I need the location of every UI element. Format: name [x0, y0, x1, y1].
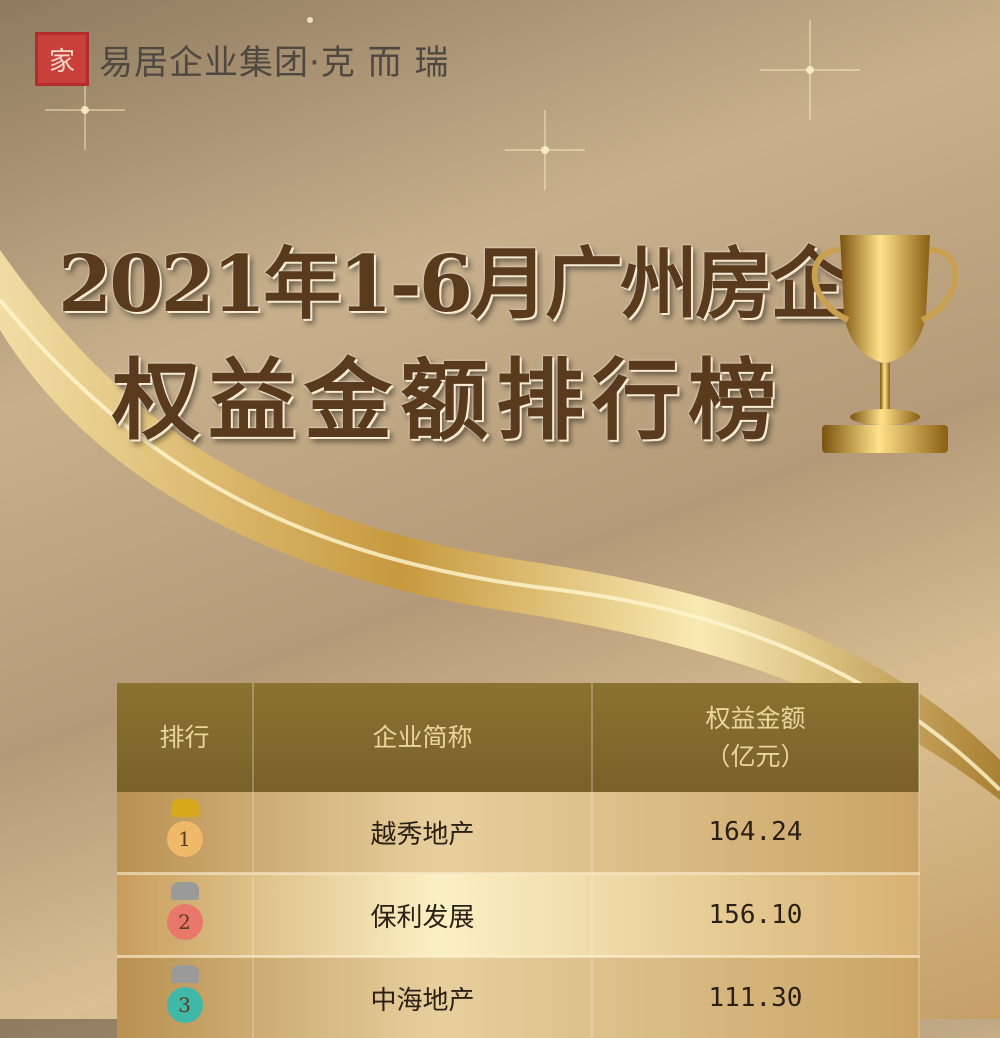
- seal-logo: 家: [35, 32, 89, 86]
- company-logo: 家 易居企业集团·克 而 瑞: [35, 32, 449, 86]
- ranking-table: 排行 企业简称 权益金额 （亿元） 1 越秀地产 164.24 2 保利发展 1…: [117, 683, 920, 1038]
- table-row: 2 保利发展 156.10: [117, 874, 919, 957]
- trophy-icon: [800, 225, 970, 465]
- rank-cell: 2: [117, 874, 253, 957]
- header-company: 企业简称: [253, 683, 592, 792]
- company-name: 越秀地产: [253, 792, 592, 874]
- header-amount-unit: （亿元）: [594, 738, 917, 776]
- table-row: 1 越秀地产 164.24: [117, 792, 919, 874]
- table-header-row: 排行 企业简称 权益金额 （亿元）: [117, 683, 919, 792]
- header-amount: 权益金额 （亿元）: [592, 683, 919, 792]
- crown-icon: [171, 799, 199, 817]
- rank-number: 2: [167, 904, 203, 940]
- crown-icon: [171, 965, 199, 983]
- header-rank: 排行: [117, 683, 253, 792]
- medal-icon: 2: [165, 882, 205, 942]
- rank-number: 1: [167, 821, 203, 857]
- brand-name: 易居企业集团·克 而 瑞: [99, 35, 449, 84]
- rank-number: 3: [167, 987, 203, 1023]
- amount-value: 156.10: [592, 874, 919, 957]
- company-name: 中海地产: [253, 957, 592, 1038]
- rank-cell: 3: [117, 957, 253, 1038]
- rank-cell: 1: [117, 792, 253, 874]
- header-amount-label: 权益金额: [594, 700, 917, 738]
- company-name: 保利发展: [253, 874, 592, 957]
- crown-icon: [171, 882, 199, 900]
- medal-icon: 1: [165, 799, 205, 859]
- medal-icon: 3: [165, 965, 205, 1025]
- amount-value: 164.24: [592, 792, 919, 874]
- amount-value: 111.30: [592, 957, 919, 1038]
- table-row: 3 中海地产 111.30: [117, 957, 919, 1038]
